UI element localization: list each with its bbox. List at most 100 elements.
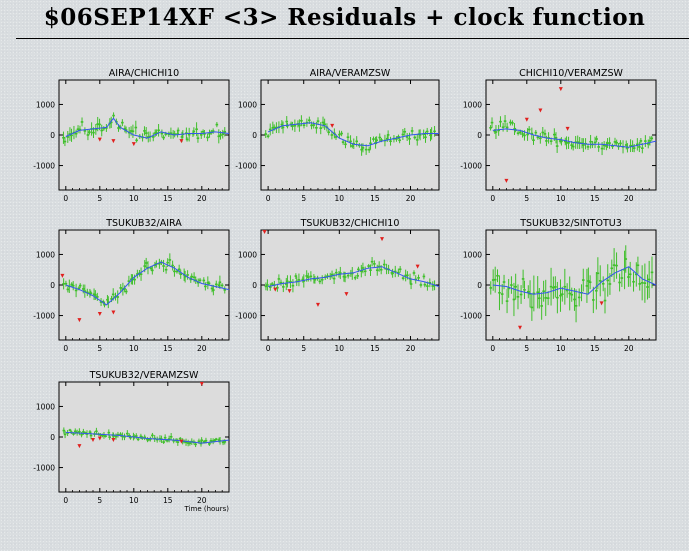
residual-point	[92, 293, 96, 296]
x-tick-label: 20	[406, 194, 416, 203]
residual-point	[179, 273, 183, 276]
residual-point	[188, 442, 192, 445]
residual-point	[526, 290, 530, 293]
residual-point	[312, 124, 315, 126]
outlier-point	[565, 126, 570, 131]
residual-point	[108, 436, 111, 438]
residual-point	[212, 289, 215, 291]
residual-point	[497, 129, 500, 132]
residual-point	[493, 278, 497, 281]
residual-point	[127, 280, 131, 282]
residual-point	[167, 438, 171, 440]
residual-point	[523, 134, 526, 137]
clock-function-line	[65, 117, 230, 139]
residual-point	[143, 265, 147, 267]
residual-point	[379, 268, 383, 271]
residual-point	[129, 130, 133, 132]
residual-point	[172, 439, 175, 442]
residual-point	[123, 436, 126, 438]
residual-point	[539, 137, 542, 140]
residual-point	[521, 133, 524, 135]
residual-point	[426, 285, 429, 287]
outlier-point	[111, 139, 116, 144]
residual-point	[190, 275, 194, 278]
residual-point	[169, 435, 173, 438]
residual-point	[62, 136, 65, 139]
residual-point	[513, 128, 516, 130]
residual-point	[593, 141, 597, 144]
residual-point	[378, 136, 382, 139]
residual-point	[519, 131, 522, 134]
residual-point	[571, 145, 575, 148]
y-tick-label: 1000	[36, 100, 55, 109]
residual-point	[367, 148, 371, 151]
x-tick-label: 0	[63, 496, 68, 505]
residual-point	[277, 278, 281, 280]
residual-point	[356, 275, 359, 277]
residual-point	[78, 284, 82, 287]
residual-point	[576, 141, 580, 143]
residual-point	[543, 133, 547, 135]
residual-point	[139, 435, 143, 438]
residual-point	[279, 281, 283, 284]
residual-point	[173, 133, 176, 135]
residual-point	[134, 435, 138, 437]
residual-point	[220, 284, 224, 287]
residual-point	[606, 142, 609, 144]
residual-point	[272, 126, 276, 129]
residual-panel: AIRA/VERAMZSW 1000 0 -1000 0 5 10 15 20	[235, 68, 440, 203]
residual-point	[112, 114, 115, 117]
residual-point	[96, 123, 100, 125]
residual-point	[187, 133, 191, 136]
x-tick-label: 10	[556, 344, 566, 353]
residual-point	[210, 287, 214, 290]
outlier-point	[77, 444, 82, 449]
residual-point	[291, 125, 294, 127]
x-tick-label: 0	[266, 194, 271, 203]
residual-point	[544, 297, 548, 299]
clock-function-line	[267, 122, 439, 147]
x-tick-label: 10	[335, 194, 345, 203]
x-tick-label: 5	[97, 194, 102, 203]
residual-point	[554, 136, 558, 139]
residual-point	[554, 286, 557, 288]
residual-point	[316, 120, 320, 122]
residual-point	[510, 284, 513, 286]
residual-point	[330, 273, 334, 276]
residual-point	[363, 270, 367, 273]
residual-point	[185, 138, 189, 141]
residual-point	[221, 441, 225, 444]
residual-point	[404, 274, 407, 277]
residual-point	[608, 283, 612, 285]
residual-point	[595, 289, 598, 292]
residual-point	[516, 132, 520, 134]
y-tick-label: 1000	[238, 100, 257, 109]
panel-title: AIRA/CHICHI10	[109, 68, 179, 79]
residual-point	[549, 285, 553, 288]
residual-point	[530, 306, 534, 309]
residual-point	[155, 131, 158, 134]
residual-point	[104, 435, 107, 437]
residual-point	[536, 291, 540, 294]
residual-point	[116, 296, 120, 298]
residual-point	[375, 139, 378, 142]
residual-point	[605, 145, 608, 147]
residual-point	[499, 120, 502, 123]
residual-point	[80, 121, 84, 123]
residual-point	[301, 278, 305, 281]
residual-point	[433, 130, 436, 133]
residual-point	[410, 130, 414, 132]
residual-point	[494, 131, 498, 133]
residual-point	[289, 280, 292, 283]
residual-point	[160, 132, 164, 135]
outlier-point	[97, 312, 102, 317]
residual-point	[162, 136, 165, 139]
residual-point	[146, 136, 150, 138]
outlier-point	[60, 273, 65, 278]
residual-point	[560, 140, 563, 143]
residual-point	[346, 274, 350, 277]
residual-point	[650, 271, 654, 274]
residual-point	[119, 433, 122, 436]
residual-point	[116, 433, 120, 436]
residual-point	[289, 123, 293, 126]
